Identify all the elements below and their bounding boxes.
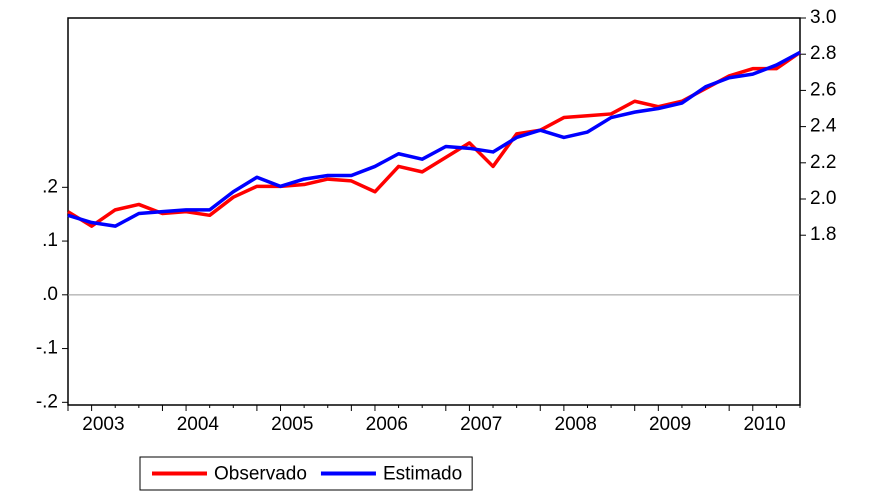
- x-tick-label: 2006: [366, 414, 408, 435]
- legend-label: Observado: [214, 464, 307, 485]
- y2-tick-label: 2.8: [810, 43, 836, 64]
- series-line: [67, 50, 801, 228]
- y2-tick-label: 2.6: [810, 79, 836, 100]
- x-tick-label: 2008: [555, 414, 597, 435]
- y2-tick-label: 2.4: [810, 116, 837, 137]
- x-tick-label: 2009: [649, 414, 691, 435]
- y-tick-label: .2: [42, 176, 58, 197]
- y-tick-label: -.1: [36, 338, 58, 359]
- y-tick-label: .0: [42, 284, 58, 305]
- series-line: [67, 50, 801, 228]
- y-tick-label: .1: [42, 230, 58, 251]
- plot-frame: [67, 17, 801, 406]
- x-tick-label: 2010: [743, 414, 785, 435]
- x-tick-label: 2005: [271, 414, 313, 435]
- x-tick-label: 2003: [82, 414, 124, 435]
- x-tick-label: 2007: [460, 414, 502, 435]
- y2-tick-label: 2.0: [810, 188, 836, 209]
- y-tick-label: -.2: [36, 391, 58, 412]
- x-tick-label: 2004: [177, 414, 220, 435]
- y2-tick-label: 1.8: [810, 224, 836, 245]
- y2-tick-label: 3.0: [810, 7, 836, 28]
- y2-tick-label: 2.2: [810, 152, 836, 173]
- legend-label: Estimado: [383, 464, 462, 485]
